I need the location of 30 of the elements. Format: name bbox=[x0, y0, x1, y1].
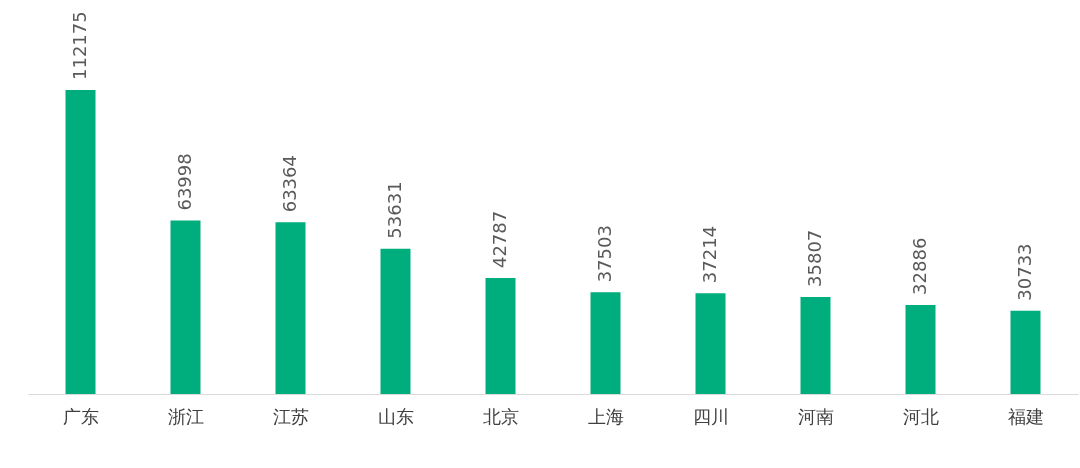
data-label: 63364 bbox=[278, 155, 300, 213]
data-label: 35807 bbox=[803, 229, 825, 287]
data-label: 30733 bbox=[1013, 243, 1035, 301]
bar bbox=[800, 296, 831, 394]
data-label: 32886 bbox=[908, 237, 930, 295]
x-tick-label: 北京 bbox=[482, 405, 519, 427]
bar bbox=[275, 222, 306, 394]
data-label: 112175 bbox=[68, 11, 90, 80]
x-tick-label: 河北 bbox=[902, 405, 939, 427]
bar bbox=[1010, 310, 1041, 394]
x-tick-label: 福建 bbox=[1007, 405, 1044, 427]
x-tick-label: 四川 bbox=[692, 405, 729, 427]
bar bbox=[695, 293, 726, 394]
bar bbox=[380, 248, 411, 394]
bar bbox=[485, 278, 516, 394]
data-label: 42787 bbox=[488, 210, 510, 269]
data-label: 63998 bbox=[173, 153, 195, 211]
data-label: 53631 bbox=[383, 181, 405, 239]
data-label: 37214 bbox=[698, 225, 720, 284]
x-tick-label: 江苏 bbox=[272, 405, 309, 427]
bar bbox=[905, 304, 936, 394]
x-tick-label: 山东 bbox=[377, 405, 414, 427]
bar bbox=[65, 90, 96, 394]
x-tick-label: 浙江 bbox=[167, 405, 204, 427]
x-tick-label: 广东 bbox=[62, 405, 99, 427]
data-label: 37503 bbox=[593, 225, 615, 283]
bar bbox=[590, 292, 621, 394]
x-tick-label: 上海 bbox=[587, 405, 624, 427]
bar bbox=[170, 220, 201, 394]
x-tick-label: 河南 bbox=[797, 405, 834, 427]
